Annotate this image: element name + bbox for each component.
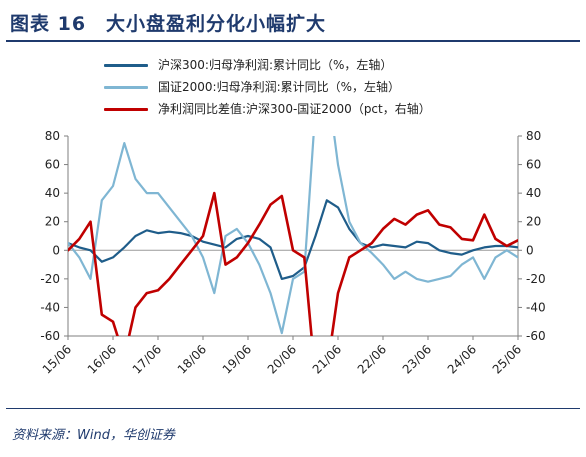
y-tick-label-right: 60	[526, 158, 541, 172]
chart-legend: 沪深300:归母净利润:累计同比（%，左轴） 国证2000:归母净利润:累计同比…	[104, 54, 574, 120]
legend-label-cni2000: 国证2000:归母净利润:累计同比（%，左轴）	[158, 80, 401, 94]
series-line-cni2000	[68, 136, 518, 335]
source-note: 资料来源：Wind，华创证券	[12, 428, 175, 443]
x-tick-label: 19/06	[220, 342, 254, 376]
legend-swatch-spread	[104, 108, 148, 111]
figure-title: 图表 16 大小盘盈利分化小幅扩大	[10, 13, 327, 35]
legend-label-csi300: 沪深300:归母净利润:累计同比（%，左轴）	[158, 58, 393, 72]
y-tick-label-left: -20	[40, 272, 60, 286]
y-tick-label-left: 80	[45, 129, 60, 143]
x-tick-label: 23/06	[400, 342, 434, 376]
chart-svg: -60 -40 -20 0 20 40 60 80 -60 -40 -20 0 20 40 60 80 15/0…	[40, 129, 546, 377]
y-tick-label-right: 0	[526, 243, 534, 257]
x-tick-label: 24/06	[445, 342, 479, 376]
legend-item-cni2000: 国证2000:归母净利润:累计同比（%，左轴）	[104, 76, 574, 98]
legend-item-csi300: 沪深300:归母净利润:累计同比（%，左轴）	[104, 54, 574, 76]
y-tick-label-left: 60	[45, 158, 60, 172]
legend-label-spread: 净利润同比差值:沪深300-国证2000（pct，右轴）	[158, 102, 431, 116]
y-tick-label-right: -60	[526, 329, 546, 343]
y-tick-label-right: -40	[526, 300, 546, 314]
y-tick-label-right: 40	[526, 186, 541, 200]
x-tick-label: 25/06	[490, 342, 524, 376]
y-tick-label-right: 80	[526, 129, 541, 143]
x-tick-label: 17/06	[130, 342, 164, 376]
x-tick-label: 15/06	[40, 342, 74, 376]
y-tick-label-left: 20	[45, 215, 60, 229]
x-tick-label: 18/06	[175, 342, 209, 376]
legend-item-spread: 净利润同比差值:沪深300-国证2000（pct，右轴）	[104, 98, 574, 120]
y-tick-label-right: 20	[526, 215, 541, 229]
x-tick-label: 21/06	[310, 342, 344, 376]
series-line-csi300	[68, 199, 518, 280]
series-group	[68, 136, 518, 336]
y-tick-label-left: 40	[45, 186, 60, 200]
y-tick-label-left: 0	[52, 243, 60, 257]
y-tick-label-left: -60	[40, 329, 60, 343]
legend-swatch-csi300	[104, 64, 148, 67]
y-tick-label-left: -40	[40, 300, 60, 314]
figure-header: 图表 16 大小盘盈利分化小幅扩大	[6, 6, 580, 42]
header-divider	[6, 40, 580, 42]
x-tick-label: 20/06	[265, 342, 299, 376]
x-tick-label: 22/06	[355, 342, 389, 376]
y-tick-label-right: -20	[526, 272, 546, 286]
x-tick-label: 16/06	[85, 342, 119, 376]
source-divider	[6, 408, 580, 409]
legend-swatch-cni2000	[104, 86, 148, 89]
chart-area: -60 -40 -20 0 20 40 60 80 -60 -40 -20 0 20 40 60 80 15/0…	[0, 120, 586, 400]
series-line-spread	[68, 191, 518, 336]
